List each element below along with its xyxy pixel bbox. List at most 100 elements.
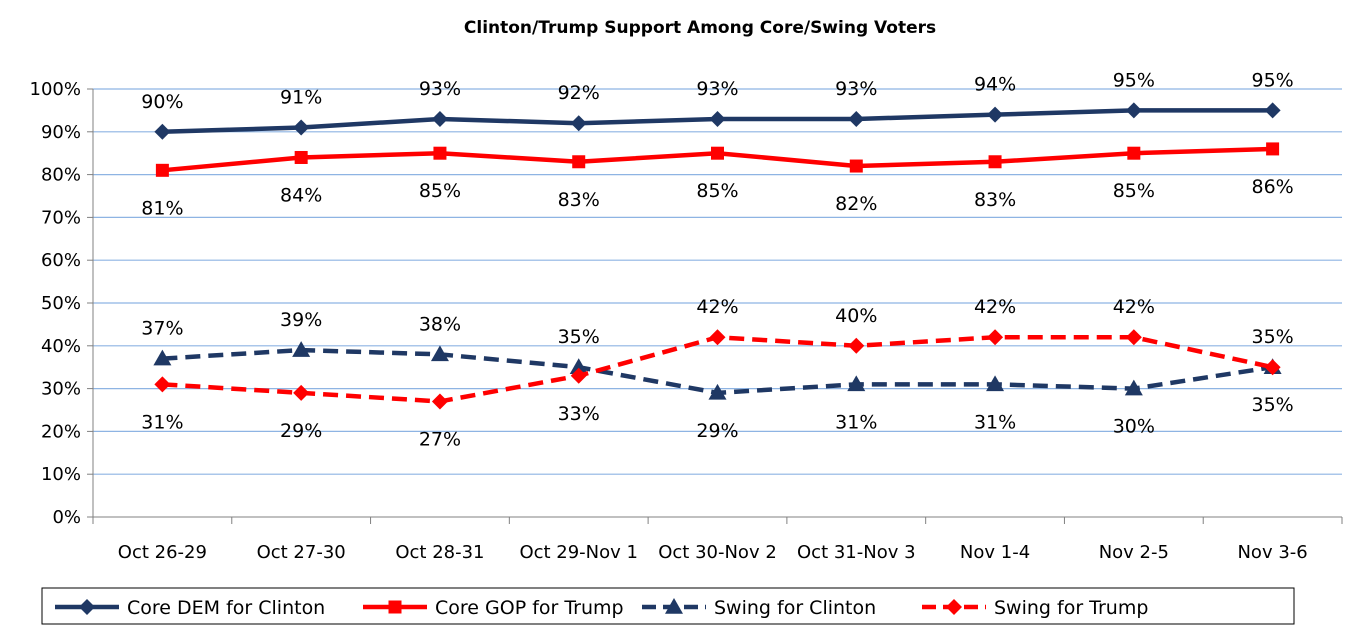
data-label-swing-for-clinton: 35% — [558, 326, 600, 348]
chart-title: Clinton/Trump Support Among Core/Swing V… — [464, 18, 936, 38]
data-label-core-gop-for-trump: 81% — [141, 197, 183, 219]
y-tick-label: 0% — [52, 507, 81, 528]
data-label-core-dem-for-clinton: 93% — [835, 78, 877, 100]
x-tick-label: Nov 1-4 — [960, 542, 1030, 563]
data-label-core-gop-for-trump: 82% — [835, 193, 877, 215]
series-group — [153, 102, 1282, 410]
x-tick-label: Oct 29-Nov 1 — [519, 542, 638, 563]
x-tick-label: Oct 27-30 — [257, 542, 346, 563]
marker-swing-for-clinton — [153, 349, 172, 366]
data-label-swing-for-trump: 27% — [419, 428, 461, 450]
x-tick-label: Nov 2-5 — [1099, 542, 1169, 563]
data-label-core-dem-for-clinton: 95% — [1251, 69, 1293, 91]
x-tick-label: Oct 28-31 — [395, 542, 484, 563]
marker-core-dem-for-clinton — [848, 110, 865, 127]
y-tick-label: 80% — [41, 165, 81, 186]
data-label-swing-for-trump: 42% — [974, 296, 1016, 318]
data-label-core-gop-for-trump: 86% — [1251, 176, 1293, 198]
marker-core-dem-for-clinton — [709, 110, 726, 127]
legend-label-core-gop-for-trump: Core GOP for Trump — [435, 597, 624, 619]
marker-core-gop-for-trump — [849, 159, 863, 173]
marker-core-dem-for-clinton — [987, 106, 1004, 123]
data-label-core-gop-for-trump: 84% — [280, 184, 322, 206]
legend-label-core-dem-for-clinton: Core DEM for Clinton — [127, 597, 325, 619]
data-label-core-dem-for-clinton: 93% — [696, 78, 738, 100]
y-tick-label: 30% — [41, 379, 81, 400]
y-tick-label: 50% — [41, 293, 81, 314]
y-tick-label: 40% — [41, 336, 81, 357]
data-label-swing-for-clinton: 39% — [280, 309, 322, 331]
data-label-swing-for-clinton: 38% — [419, 313, 461, 335]
marker-core-dem-for-clinton — [1125, 102, 1142, 119]
marker-core-gop-for-trump — [1127, 146, 1141, 160]
marker-core-gop-for-trump — [711, 146, 724, 160]
marker-swing-for-trump — [154, 376, 171, 393]
data-label-swing-for-clinton: 30% — [1113, 416, 1155, 438]
x-tick-label: Oct 31-Nov 3 — [797, 542, 916, 563]
data-label-swing-for-trump: 35% — [1251, 326, 1293, 348]
legend-marker-swing-for-trump — [946, 599, 962, 615]
marker-swing-for-clinton — [708, 383, 727, 400]
legend: Core DEM for Clinton Core GOP for Trump Sw… — [41, 587, 1295, 625]
marker-swing-for-trump — [1264, 359, 1281, 376]
legend-marker-core-gop-for-trump — [388, 600, 402, 614]
marker-swing-for-clinton — [847, 375, 866, 392]
data-label-swing-for-clinton: 29% — [696, 420, 738, 442]
y-tick-label: 70% — [41, 207, 81, 228]
y-tick-label: 100% — [30, 79, 81, 100]
data-label-swing-for-trump: 40% — [835, 305, 877, 327]
data-label-swing-for-clinton: 37% — [141, 318, 183, 340]
y-tick-label: 90% — [41, 122, 81, 143]
marker-core-dem-for-clinton — [154, 123, 171, 140]
data-label-core-gop-for-trump: 83% — [974, 189, 1016, 211]
data-label-core-gop-for-trump: 83% — [558, 189, 600, 211]
data-label-swing-for-clinton: 35% — [1251, 394, 1293, 416]
marker-swing-for-trump — [570, 367, 587, 384]
legend-marker-core-dem-for-clinton — [79, 599, 95, 615]
data-label-swing-for-clinton: 31% — [974, 411, 1016, 433]
x-tick-label: Oct 26-29 — [118, 542, 207, 563]
data-label-core-dem-for-clinton: 92% — [558, 82, 600, 104]
y-tick-label: 60% — [41, 250, 81, 271]
data-label-core-gop-for-trump: 85% — [419, 180, 461, 202]
marker-core-dem-for-clinton — [431, 110, 448, 127]
data-labels: 90% 91% 93% 92% 93% 93% 94% 95% 95% 81% 84% 85% 83% 8… — [141, 69, 1293, 450]
marker-swing-for-trump — [1125, 329, 1142, 346]
data-label-swing-for-trump: 29% — [280, 420, 322, 442]
data-label-swing-for-clinton: 31% — [835, 411, 877, 433]
marker-swing-for-clinton — [986, 375, 1005, 392]
x-tick-label: Oct 30-Nov 2 — [658, 542, 777, 563]
marker-core-gop-for-trump — [1266, 142, 1280, 156]
data-label-core-dem-for-clinton: 94% — [974, 74, 1016, 96]
marker-core-dem-for-clinton — [570, 115, 587, 132]
marker-core-gop-for-trump — [155, 163, 169, 177]
marker-swing-for-trump — [709, 329, 726, 346]
data-label-core-dem-for-clinton: 93% — [419, 78, 461, 100]
data-label-swing-for-trump: 42% — [696, 296, 738, 318]
marker-swing-for-clinton — [1124, 379, 1143, 396]
data-label-core-dem-for-clinton: 90% — [141, 91, 183, 113]
marker-core-dem-for-clinton — [293, 119, 310, 136]
legend-marker-swing-for-clinton — [665, 598, 683, 614]
marker-swing-for-clinton — [430, 345, 449, 362]
data-label-swing-for-trump: 42% — [1113, 296, 1155, 318]
legend-label-swing-for-trump: Swing for Trump — [994, 597, 1148, 619]
data-label-core-dem-for-clinton: 95% — [1113, 69, 1155, 91]
marker-core-gop-for-trump — [294, 150, 308, 164]
marker-core-dem-for-clinton — [1264, 102, 1281, 119]
x-tick-label: Nov 3-6 — [1237, 542, 1307, 563]
data-label-swing-for-trump: 31% — [141, 411, 183, 433]
y-tick-label: 10% — [41, 464, 81, 485]
legend-label-swing-for-clinton: Swing for Clinton — [714, 597, 876, 619]
data-label-swing-for-trump: 33% — [558, 403, 600, 425]
marker-swing-for-trump — [293, 384, 310, 401]
marker-swing-for-clinton — [569, 358, 588, 374]
axes: 0% 10% 20% 30% 40% 50% 60% 70% 80% 90% 100% Oct 26-… — [30, 79, 1343, 563]
marker-core-gop-for-trump — [572, 155, 586, 169]
marker-core-gop-for-trump — [433, 146, 447, 160]
data-label-core-gop-for-trump: 85% — [696, 180, 738, 202]
marker-core-gop-for-trump — [988, 155, 1002, 169]
marker-swing-for-trump — [431, 393, 448, 410]
marker-swing-for-trump — [848, 337, 865, 354]
